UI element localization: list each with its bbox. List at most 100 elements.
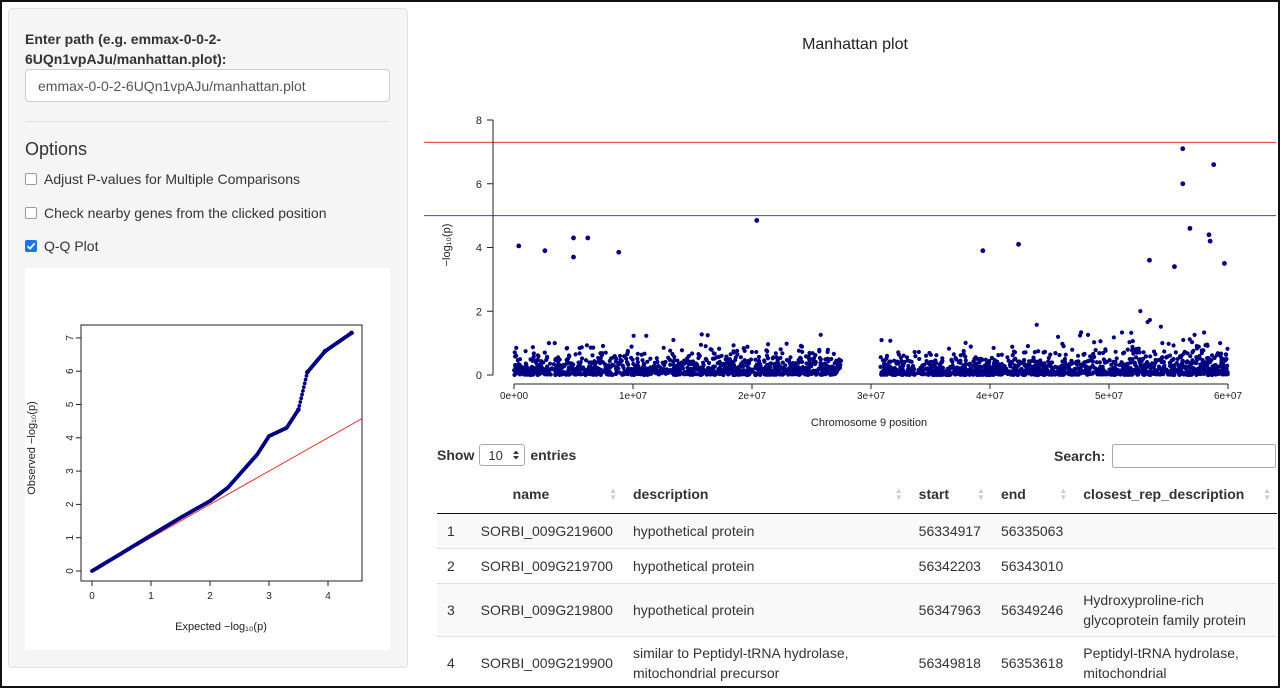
manhattan-point (1148, 368, 1153, 373)
manhattan-point (943, 372, 949, 377)
cell-name: SORBI_009G219900 (470, 635, 623, 689)
manhattan-point (1181, 337, 1186, 343)
manhattan-point (1190, 358, 1195, 363)
manhattan-point (519, 368, 524, 373)
manhattan-point (573, 352, 578, 357)
manhattan-point (647, 369, 653, 374)
manhattan-point (838, 358, 844, 363)
col-header-end[interactable]: end ▲ ▼ (990, 475, 1074, 514)
qq-plot-checkbox[interactable] (25, 240, 37, 252)
manhattan-point (979, 356, 984, 362)
page-length-select[interactable]: 10 (479, 444, 526, 466)
manhattan-point (806, 360, 812, 366)
manhattan-point (763, 364, 769, 369)
qq-y-tick-label: 3 (65, 468, 76, 474)
manhattan-point (614, 356, 619, 361)
adjust-pvalues-option[interactable]: Adjust P-values for Multiple Comparisons (25, 171, 300, 187)
cell-name: SORBI_009G219800 (470, 582, 623, 636)
manhattan-point (989, 365, 994, 370)
manhattan-point (940, 358, 945, 364)
manhattan-point (525, 372, 530, 377)
manhattan-point (1122, 350, 1127, 355)
manhattan-point (531, 351, 536, 356)
col-header-start[interactable]: start ▲ ▼ (908, 475, 991, 514)
table-row[interactable]: 2 SORBI_009G219700 hypothetical protein … (437, 547, 1277, 583)
manhattan-point (1006, 358, 1011, 363)
manhattan-point (675, 358, 680, 363)
manhattan-point (806, 354, 811, 360)
col-header-closest-rep-description[interactable]: closest_rep_description ▲ ▼ (1073, 475, 1277, 514)
manhattan-point (605, 372, 610, 377)
manhattan-point (536, 367, 541, 372)
manhattan-point (1119, 360, 1124, 365)
manhattan-point (1137, 358, 1142, 363)
table-row[interactable]: 3 SORBI_009G219800 hypothetical protein … (437, 582, 1277, 636)
manhattan-point (666, 355, 671, 360)
search-input[interactable] (1112, 444, 1277, 468)
manhattan-point (963, 372, 969, 377)
manhattan-point (1072, 371, 1078, 376)
manhattan-point (581, 365, 586, 370)
manhattan-point (705, 333, 710, 338)
manhattan-point (1003, 370, 1008, 375)
manhattan-point (1075, 353, 1081, 358)
manhattan-point (674, 372, 679, 377)
manhattan-point (600, 343, 606, 349)
manhattan-point (562, 370, 567, 376)
manhattan-point (1016, 359, 1021, 364)
manhattan-point (1125, 367, 1131, 372)
manhattan-point (925, 366, 930, 371)
manhattan-point (1162, 363, 1167, 368)
qq-plot-option[interactable]: Q-Q Plot (25, 238, 98, 254)
manhattan-point (1046, 359, 1051, 364)
manhattan-plot[interactable]: 0 2 4 6 8 −log₁₀(p) 0e+00 1e+07 2e+07 3e+07 4e+07 5… (420, 0, 1276, 430)
manhattan-point (972, 356, 977, 362)
manhattan-point (898, 364, 903, 370)
manhattan-point (781, 369, 786, 375)
manhattan-point (773, 351, 778, 356)
manhattan-point (591, 367, 596, 372)
manhattan-point (515, 363, 520, 369)
col-header-name[interactable]: name ▲ ▼ (470, 475, 623, 514)
manhattan-point (1154, 368, 1159, 373)
manhattan-point (644, 369, 649, 374)
cell-index: 1 (437, 512, 471, 548)
manhattan-point (1057, 366, 1062, 371)
manhattan-point (1191, 368, 1196, 373)
manhattan-point (1087, 365, 1092, 370)
y-tick-label: 2 (476, 306, 482, 318)
manhattan-point (598, 367, 604, 372)
sidebar-panel: Enter path (e.g. emmax-0-0-2-6UQn1vpAJu/… (8, 8, 408, 668)
manhattan-point (734, 348, 740, 353)
manhattan-point (967, 370, 972, 376)
manhattan-point (682, 358, 687, 363)
manhattan-point (1166, 371, 1171, 377)
manhattan-point (701, 369, 707, 374)
check-nearby-genes-option[interactable]: Check nearby genes from the clicked posi… (25, 205, 326, 221)
manhattan-point (538, 362, 543, 367)
cell-end: 56353618 (990, 635, 1074, 689)
manhattan-point (590, 371, 595, 376)
manhattan-point (1204, 363, 1210, 368)
manhattan-point (603, 350, 608, 355)
manhattan-point (760, 366, 765, 372)
manhattan-point (557, 357, 562, 362)
manhattan-point (587, 366, 592, 371)
manhattan-point (1146, 372, 1152, 377)
table-row[interactable]: 4 SORBI_009G219900 similar to Peptidyl-t… (437, 635, 1277, 689)
path-input[interactable] (25, 69, 390, 102)
manhattan-point (1063, 362, 1068, 367)
check-nearby-genes-checkbox[interactable] (25, 207, 37, 219)
table-row[interactable]: 1 SORBI_009G219600 hypothetical protein … (437, 512, 1277, 548)
adjust-pvalues-checkbox[interactable] (25, 173, 37, 185)
manhattan-point (882, 365, 887, 371)
manhattan-point (1158, 324, 1163, 329)
manhattan-point (1214, 365, 1219, 370)
manhattan-point (753, 357, 758, 362)
manhattan-point (831, 351, 836, 356)
manhattan-point (923, 353, 929, 358)
col-header-index[interactable] (437, 475, 471, 514)
manhattan-point (718, 365, 723, 370)
manhattan-point (912, 349, 917, 355)
col-header-description[interactable]: description ▲ ▼ (622, 475, 909, 514)
